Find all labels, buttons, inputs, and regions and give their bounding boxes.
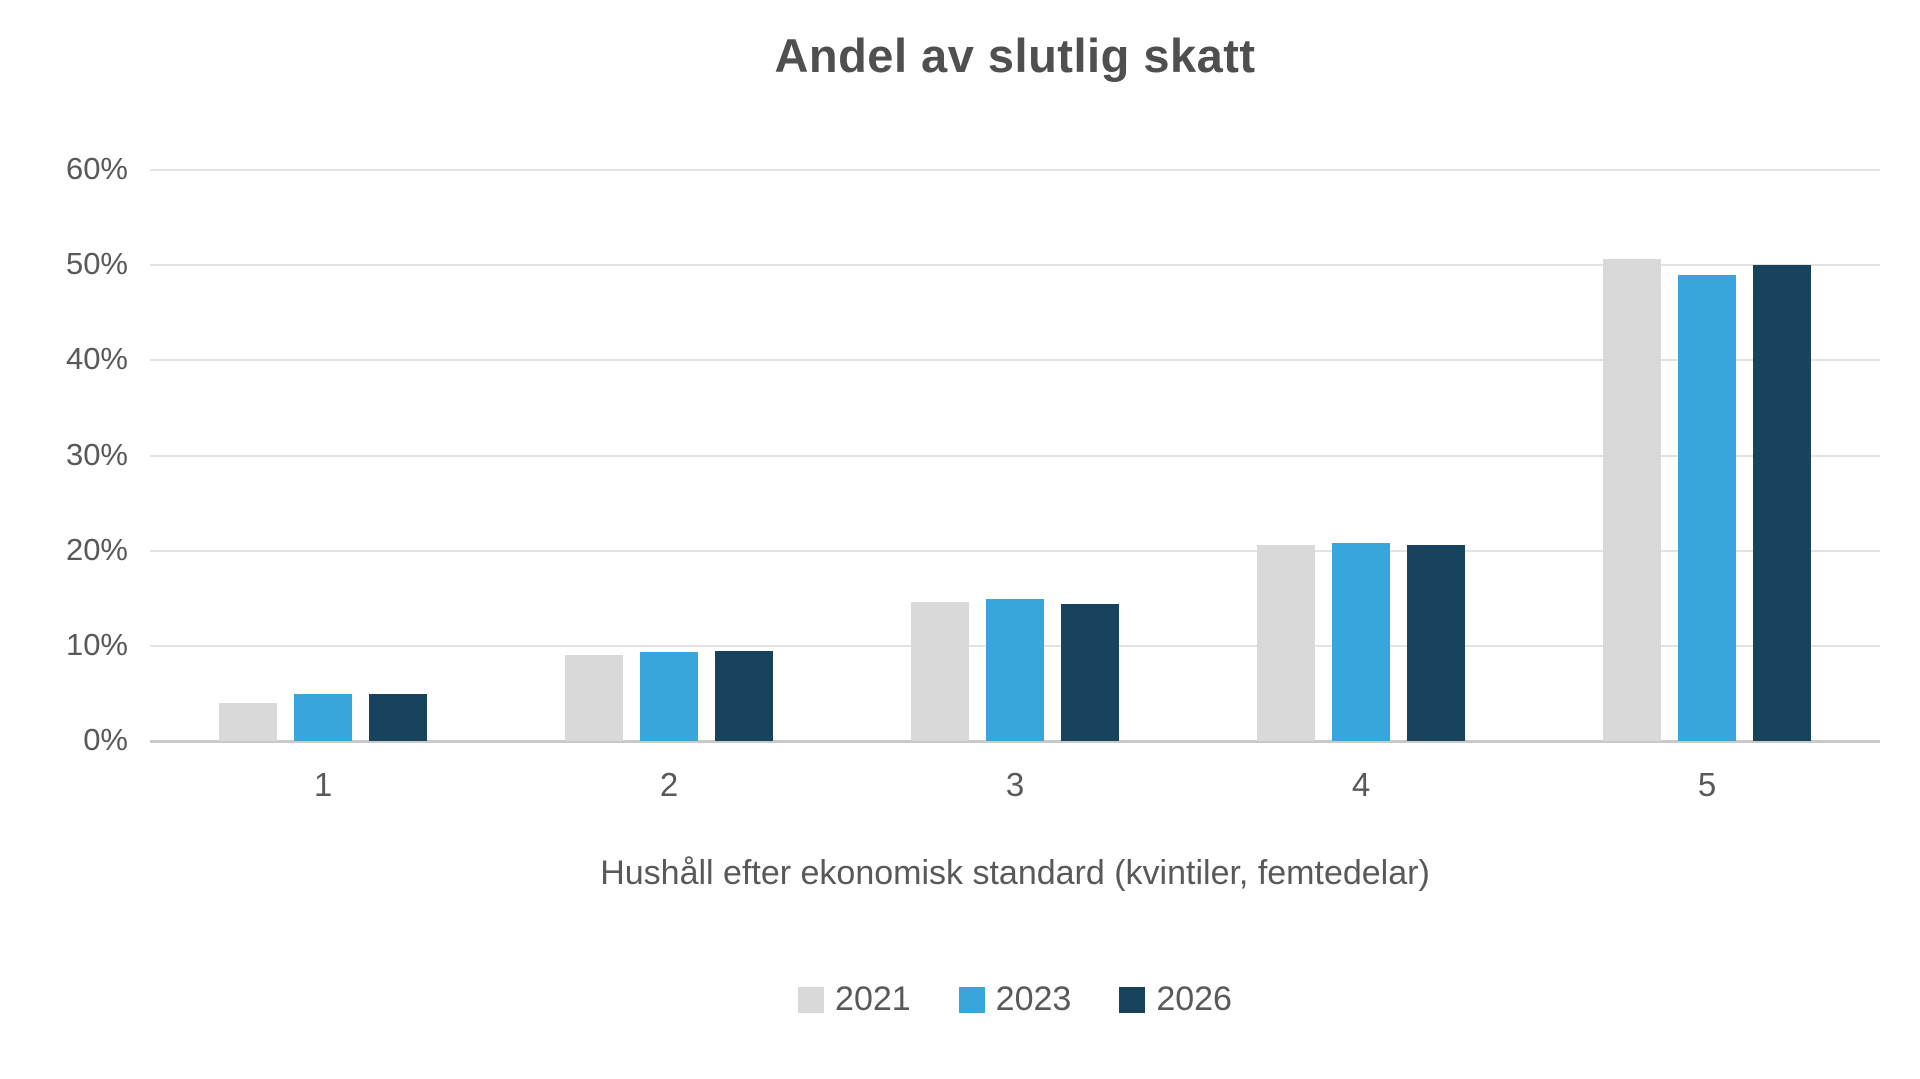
legend-swatch-2026	[1119, 986, 1146, 1013]
y-tick-label: 0%	[83, 722, 128, 757]
y-tick-label: 30%	[65, 436, 128, 472]
legend-label: 2023	[995, 980, 1072, 1018]
legend-item-2026: 2026	[1119, 980, 1232, 1019]
bar-group-5	[1534, 170, 1880, 741]
legend-item-2021: 2021	[798, 980, 911, 1019]
gridline	[150, 454, 1880, 457]
x-tick-label: 1	[313, 766, 333, 803]
bar-2021-category-1	[219, 702, 277, 741]
gridline	[150, 359, 1880, 362]
x-tick-label: 2	[659, 766, 679, 803]
bar-2023-category-3	[986, 599, 1044, 741]
y-tick-label: 40%	[65, 341, 128, 377]
legend: 2021 2023 2026	[150, 980, 1880, 1019]
bar-2021-category-2	[565, 655, 623, 741]
gridline	[150, 549, 1880, 552]
gridline	[150, 264, 1880, 267]
bar-2026-category-2	[715, 650, 773, 741]
bar-2026-category-4	[1407, 544, 1465, 741]
bar-2023-category-5	[1678, 274, 1736, 741]
legend-swatch-2023	[958, 986, 985, 1013]
x-axis-title: Hushåll efter ekonomisk standard (kvinti…	[600, 854, 1430, 892]
legend-swatch-2021	[798, 986, 825, 1013]
bar-2026-category-5	[1753, 265, 1811, 741]
chart-title: Andel av slutlig skatt	[774, 29, 1256, 82]
bar-groups	[150, 170, 1880, 741]
x-tick-label: 5	[1697, 766, 1717, 803]
legend-item-2023: 2023	[958, 980, 1072, 1019]
bar-2023-category-4	[1332, 543, 1390, 741]
bar-group-4	[1188, 170, 1534, 741]
bar-2026-category-1	[369, 694, 427, 741]
plot-area	[150, 169, 1880, 743]
bar-2026-category-3	[1061, 603, 1119, 741]
x-axis-line	[150, 740, 1880, 743]
y-tick-label: 20%	[65, 531, 128, 567]
x-tick-label: 3	[1005, 766, 1025, 803]
legend-label: 2021	[835, 980, 911, 1018]
x-tick-label: 4	[1351, 766, 1371, 803]
bar-2023-category-1	[294, 694, 352, 741]
bar-2021-category-5	[1603, 258, 1661, 741]
y-tick-label: 60%	[65, 151, 128, 186]
legend-label: 2026	[1156, 980, 1232, 1018]
bar-group-3	[842, 170, 1188, 741]
gridline	[150, 169, 1880, 171]
bar-group-1	[150, 170, 496, 741]
bar-2023-category-2	[640, 651, 698, 741]
bar-2021-category-4	[1257, 544, 1315, 741]
x-axis-labels: 1 2 3 4 5	[150, 766, 1880, 804]
bar-2021-category-3	[911, 602, 969, 741]
y-tick-label: 10%	[65, 626, 128, 662]
y-tick-label: 50%	[65, 246, 128, 282]
bar-group-2	[496, 170, 842, 741]
